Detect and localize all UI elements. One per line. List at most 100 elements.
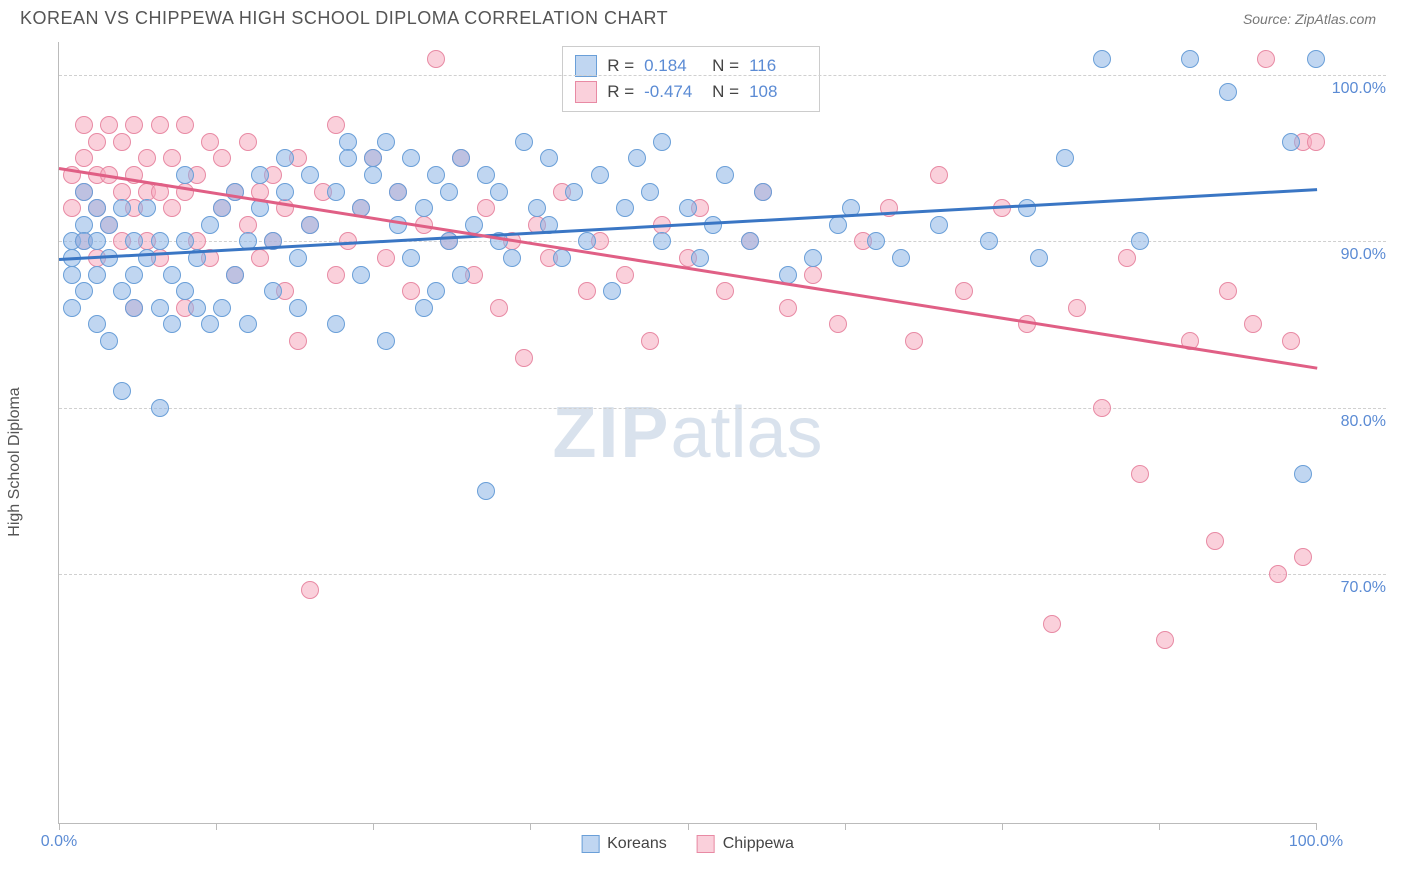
x-tick-label: 0.0% xyxy=(41,833,77,851)
x-tick xyxy=(530,823,531,830)
trendline-chippewa xyxy=(59,167,1317,369)
data-point-chippewa xyxy=(641,332,659,350)
legend-label: Koreans xyxy=(607,835,667,853)
data-point-koreans xyxy=(100,332,118,350)
watermark-zip: ZIP xyxy=(552,393,670,473)
series-legend: Koreans Chippewa xyxy=(581,835,794,853)
data-point-chippewa xyxy=(163,149,181,167)
data-point-koreans xyxy=(264,282,282,300)
data-point-koreans xyxy=(213,299,231,317)
data-point-koreans xyxy=(616,199,634,217)
gridline-h: 70.0% xyxy=(59,574,1386,575)
data-point-koreans xyxy=(930,216,948,234)
data-point-chippewa xyxy=(1118,249,1136,267)
data-point-chippewa xyxy=(930,166,948,184)
n-value: 108 xyxy=(749,82,807,102)
legend-swatch xyxy=(575,55,597,77)
legend-swatch xyxy=(581,835,599,853)
data-point-koreans xyxy=(339,149,357,167)
data-point-chippewa xyxy=(327,116,345,134)
x-tick xyxy=(59,823,60,830)
x-tick xyxy=(1316,823,1317,830)
data-point-koreans xyxy=(653,133,671,151)
x-tick xyxy=(845,823,846,830)
data-point-chippewa xyxy=(151,116,169,134)
data-point-koreans xyxy=(276,183,294,201)
data-point-koreans xyxy=(490,183,508,201)
data-point-koreans xyxy=(63,299,81,317)
data-point-chippewa xyxy=(804,266,822,284)
data-point-koreans xyxy=(176,282,194,300)
y-tick-label: 80.0% xyxy=(1341,413,1386,431)
y-axis-label: High School Diploma xyxy=(6,387,24,536)
data-point-koreans xyxy=(138,199,156,217)
data-point-koreans xyxy=(1219,83,1237,101)
data-point-chippewa xyxy=(477,199,495,217)
plot-area: ZIPatlas R =0.184N =116R =-0.474N =108 K… xyxy=(58,42,1316,824)
data-point-koreans xyxy=(1294,465,1312,483)
data-point-chippewa xyxy=(1018,315,1036,333)
data-point-koreans xyxy=(1018,199,1036,217)
x-tick xyxy=(1002,823,1003,830)
data-point-chippewa xyxy=(113,133,131,151)
chart-title: KOREAN VS CHIPPEWA HIGH SCHOOL DIPLOMA C… xyxy=(20,8,668,29)
data-point-chippewa xyxy=(289,332,307,350)
data-point-koreans xyxy=(415,299,433,317)
data-point-koreans xyxy=(113,199,131,217)
data-point-koreans xyxy=(415,199,433,217)
data-point-koreans xyxy=(1056,149,1074,167)
gridline-h: 80.0% xyxy=(59,408,1386,409)
data-point-chippewa xyxy=(251,249,269,267)
data-point-koreans xyxy=(1131,232,1149,250)
data-point-chippewa xyxy=(176,116,194,134)
watermark: ZIPatlas xyxy=(552,392,822,474)
data-point-koreans xyxy=(427,282,445,300)
data-point-chippewa xyxy=(490,299,508,317)
data-point-koreans xyxy=(163,315,181,333)
data-point-koreans xyxy=(641,183,659,201)
y-tick-label: 70.0% xyxy=(1341,579,1386,597)
data-point-koreans xyxy=(151,399,169,417)
data-point-koreans xyxy=(892,249,910,267)
data-point-koreans xyxy=(1307,50,1325,68)
data-point-koreans xyxy=(113,282,131,300)
data-point-chippewa xyxy=(1131,465,1149,483)
data-point-koreans xyxy=(653,232,671,250)
data-point-koreans xyxy=(452,149,470,167)
legend-row-chippewa: R =-0.474N =108 xyxy=(575,79,807,105)
n-label: N = xyxy=(712,56,739,76)
data-point-koreans xyxy=(704,216,722,234)
data-point-koreans xyxy=(578,232,596,250)
data-point-chippewa xyxy=(63,199,81,217)
data-point-koreans xyxy=(327,183,345,201)
data-point-koreans xyxy=(88,266,106,284)
source-link[interactable]: ZipAtlas.com xyxy=(1295,11,1376,27)
data-point-koreans xyxy=(201,216,219,234)
data-point-chippewa xyxy=(1093,399,1111,417)
data-point-koreans xyxy=(980,232,998,250)
data-point-chippewa xyxy=(515,349,533,367)
data-point-koreans xyxy=(1181,50,1199,68)
legend-item-chippewa: Chippewa xyxy=(697,835,794,853)
data-point-koreans xyxy=(113,382,131,400)
data-point-chippewa xyxy=(377,249,395,267)
x-tick xyxy=(688,823,689,830)
x-tick xyxy=(216,823,217,830)
y-tick-label: 90.0% xyxy=(1341,246,1386,264)
data-point-koreans xyxy=(176,166,194,184)
data-point-koreans xyxy=(503,249,521,267)
data-point-koreans xyxy=(289,299,307,317)
r-value: 0.184 xyxy=(644,56,702,76)
data-point-koreans xyxy=(163,266,181,284)
data-point-koreans xyxy=(188,299,206,317)
data-point-chippewa xyxy=(75,149,93,167)
data-point-chippewa xyxy=(1156,631,1174,649)
data-point-koreans xyxy=(75,183,93,201)
data-point-koreans xyxy=(477,166,495,184)
data-point-koreans xyxy=(176,232,194,250)
y-tick-label: 100.0% xyxy=(1332,80,1386,98)
data-point-koreans xyxy=(377,133,395,151)
data-point-koreans xyxy=(201,315,219,333)
data-point-koreans xyxy=(679,199,697,217)
data-point-koreans xyxy=(151,232,169,250)
